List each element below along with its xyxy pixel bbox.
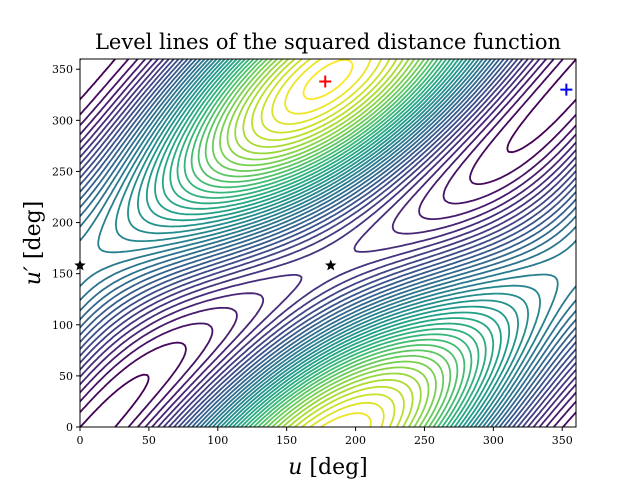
x-axis: 0 50 100 150 200 250 300 350 — [77, 427, 573, 447]
y-axis-label-unit: [deg] — [21, 201, 46, 259]
x-tick-label: 200 — [345, 434, 366, 447]
x-tick-label: 250 — [414, 434, 435, 447]
contour-level-25 — [176, 59, 480, 427]
x-axis-label: u [deg] — [288, 455, 368, 480]
contour-level-11 — [80, 59, 576, 427]
contour-level-2 — [80, 59, 576, 427]
y-tick-label: 100 — [52, 319, 73, 332]
contour-level-27 — [190, 59, 466, 427]
x-tick-label: 150 — [276, 434, 297, 447]
contour-level-29 — [204, 59, 452, 427]
contour-level-3 — [80, 59, 576, 427]
contour-lines — [80, 59, 576, 427]
x-tick-label: 50 — [142, 434, 156, 447]
plus-marker — [319, 75, 332, 88]
y-tick-label: 200 — [52, 217, 73, 230]
contour-level-1 — [80, 59, 576, 427]
contour-level-37 — [271, 59, 385, 427]
contour-level-28 — [197, 59, 459, 427]
contour-level-24 — [169, 59, 487, 427]
contour-level-8 — [80, 59, 576, 427]
contour-level-23 — [161, 59, 495, 427]
contour-level-7 — [80, 59, 576, 427]
contour-level-4 — [80, 59, 576, 427]
y-tick-label: 0 — [66, 421, 73, 434]
y-tick-label: 250 — [52, 165, 73, 178]
x-tick-label: 0 — [77, 434, 84, 447]
contour-level-31 — [219, 59, 437, 427]
contour-level-15 — [80, 59, 576, 427]
contour-level-16 — [80, 59, 576, 427]
contour-level-17 — [97, 59, 559, 427]
chart-title: Level lines of the squared distance func… — [95, 30, 561, 54]
y-tick-label: 350 — [52, 63, 73, 76]
contour-level-22 — [154, 59, 502, 427]
y-axis-label-var: u′ — [21, 266, 46, 285]
contour-level-33 — [234, 59, 422, 427]
y-axis-label: u′ [deg] — [21, 201, 46, 286]
contour-level-21 — [145, 59, 511, 427]
contour-level-39 — [302, 59, 354, 100]
contour-level-0 — [80, 59, 576, 427]
contour-level-14 — [80, 59, 576, 427]
plot-frame — [79, 58, 577, 428]
y-tick-label: 300 — [52, 114, 73, 127]
y-tick-label: 150 — [52, 268, 73, 281]
contour-level-6 — [80, 59, 576, 427]
star-marker — [325, 259, 337, 271]
x-tick-label: 300 — [483, 434, 504, 447]
x-tick-label: 100 — [207, 434, 228, 447]
contour-level-18 — [115, 59, 541, 427]
contour-level-12 — [80, 59, 576, 427]
contour-level-10 — [80, 59, 576, 427]
x-tick-label: 350 — [552, 434, 573, 447]
plus-marker — [560, 83, 573, 96]
contour-level-38 — [284, 59, 372, 427]
x-axis-label-unit: [deg] — [309, 455, 367, 480]
y-tick-label: 50 — [59, 370, 73, 383]
y-axis: 0 50 100 150 200 250 300 350 — [52, 63, 80, 434]
x-axis-label-var: u — [288, 455, 302, 480]
contour-level-35 — [251, 59, 405, 427]
